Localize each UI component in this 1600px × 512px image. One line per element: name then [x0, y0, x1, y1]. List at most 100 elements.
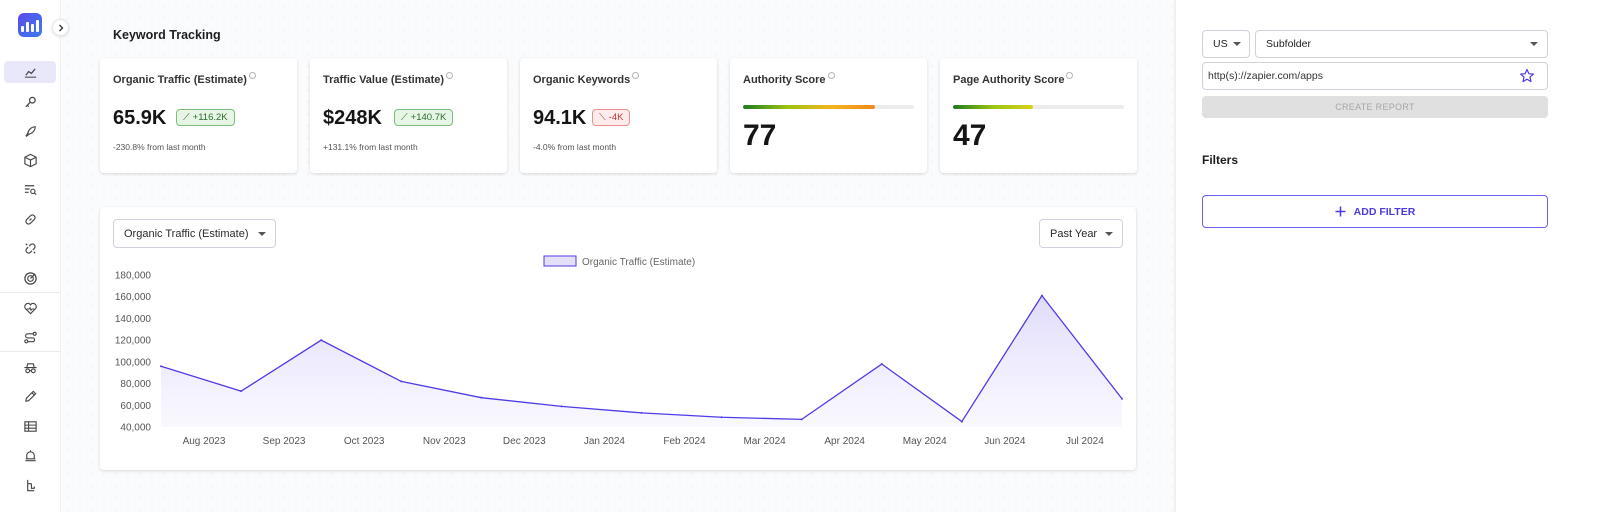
score-bar-fill [743, 105, 875, 109]
x-tick-label: Sep 2023 [263, 436, 306, 447]
card-title: Organic Keywords [533, 72, 640, 86]
scope-select[interactable]: Subfolder [1255, 30, 1548, 58]
table-icon [23, 420, 37, 432]
data-point [160, 365, 162, 368]
data-point [320, 339, 323, 342]
country-select[interactable]: US [1202, 30, 1250, 58]
page-title: Keyword Tracking [113, 28, 221, 42]
trend-badge: ⟍ -4K [592, 109, 631, 126]
y-tick-label: 180,000 [115, 271, 152, 282]
target-icon [23, 271, 37, 285]
add-filter-button[interactable]: ADD FILTER [1202, 195, 1548, 228]
x-tick-label: Feb 2024 [663, 436, 706, 447]
info-icon[interactable] [248, 72, 256, 79]
data-point [480, 396, 483, 399]
info-icon[interactable] [632, 72, 640, 79]
x-tick-label: May 2024 [903, 436, 947, 447]
score-value: 47 [953, 119, 987, 152]
sidebar-item-link[interactable] [4, 208, 56, 230]
metric-card-page-authority-score: Page Authority Score 47 [940, 58, 1137, 173]
period-select-value: Past Year [1050, 227, 1098, 240]
sidebar-item-bell[interactable] [4, 444, 56, 466]
card-title: Organic Traffic (Estimate) [113, 72, 256, 86]
line-chart-icon [24, 67, 36, 78]
card-subtext: +131.1% from last month [323, 142, 418, 152]
plus-icon [1335, 206, 1346, 217]
data-point [400, 380, 403, 383]
caret-down-icon [1530, 42, 1538, 46]
score-bar [743, 105, 914, 109]
sidebar-item-heart-pulse[interactable] [4, 297, 56, 319]
info-icon[interactable] [1066, 72, 1074, 79]
sidebar-divider [0, 292, 60, 293]
sidebar [0, 0, 61, 512]
data-point [800, 418, 803, 421]
period-select[interactable]: Past Year [1039, 219, 1123, 248]
x-tick-label: Apr 2024 [824, 436, 865, 447]
card-subtext: -230.8% from last month [113, 142, 206, 152]
heart-pulse-icon [23, 302, 37, 314]
app-logo[interactable] [18, 13, 42, 37]
card-subtext: -4.0% from last month [533, 142, 617, 152]
metric-card-authority-score: Authority Score 77 [730, 58, 927, 173]
sidebar-divider [0, 351, 60, 352]
sidebar-item-list-search[interactable] [4, 178, 56, 200]
sidebar-item-target[interactable] [4, 267, 56, 289]
star-icon[interactable] [1519, 68, 1535, 84]
caret-down-icon [1233, 42, 1241, 46]
key-icon [24, 96, 36, 107]
sidebar-item-cube[interactable] [4, 149, 56, 171]
flask-icon [26, 479, 35, 491]
data-point [1040, 294, 1043, 297]
sidebar-item-pen[interactable] [4, 385, 56, 407]
trend-badge: ⟋ +140.7K [394, 109, 454, 126]
x-tick-label: Mar 2024 [743, 436, 786, 447]
create-report-button[interactable]: CREATE REPORT [1202, 96, 1548, 118]
cube-icon [23, 153, 37, 167]
legend-label: Organic Traffic (Estimate) [582, 257, 695, 268]
sidebar-item-table[interactable] [4, 415, 56, 437]
y-tick-label: 60,000 [120, 401, 151, 412]
x-tick-label: Oct 2023 [344, 436, 385, 447]
sidebar-item-key[interactable] [4, 91, 56, 113]
sidebar-item-spy[interactable] [4, 356, 56, 378]
score-bar [953, 105, 1124, 109]
card-title: Page Authority Score [953, 72, 1074, 86]
y-tick-label: 100,000 [115, 357, 152, 368]
data-point [640, 411, 643, 414]
link-icon [24, 213, 36, 225]
card-value: 65.9K [113, 107, 167, 129]
data-point [1121, 397, 1123, 400]
info-icon[interactable] [446, 72, 454, 79]
trend-down-icon: ⟍ [599, 112, 606, 123]
country-select-value: US [1213, 38, 1228, 50]
caret-down-icon [1105, 232, 1113, 236]
score-value: 77 [743, 119, 777, 152]
x-tick-label: Jun 2024 [984, 436, 1026, 447]
card-title: Traffic Value (Estimate) [323, 72, 454, 86]
add-filter-label: ADD FILTER [1353, 205, 1416, 218]
info-icon[interactable] [827, 72, 835, 79]
score-bar-fill [953, 105, 1034, 109]
y-tick-label: 40,000 [120, 423, 151, 434]
sidebar-item-line-chart[interactable] [4, 61, 56, 83]
scope-select-value: Subfolder [1266, 38, 1311, 50]
sidebar-item-flask[interactable] [4, 474, 56, 496]
x-tick-label: Jan 2024 [584, 436, 626, 447]
spy-icon [23, 362, 37, 373]
sidebar-item-broken-link[interactable] [4, 237, 56, 259]
metric-card-traffic-value: Traffic Value (Estimate) $248K ⟋ +140.7K … [310, 58, 507, 173]
bell-icon [24, 449, 36, 461]
sidebar-item-rocket[interactable] [4, 120, 56, 142]
url-input[interactable]: http(s)://zapier.com/apps [1202, 62, 1548, 90]
y-tick-label: 160,000 [115, 292, 152, 303]
metric-select[interactable]: Organic Traffic (Estimate) [113, 219, 276, 248]
trend-badge: ⟋ +116.2K [176, 109, 235, 126]
data-point [960, 420, 963, 423]
sidebar-collapse-button[interactable] [52, 19, 69, 36]
metric-card-organic-traffic: Organic Traffic (Estimate) 65.9K ⟋ +116.2… [100, 58, 297, 173]
metric-card-organic-keywords: Organic Keywords 94.1K ⟍ -4K -4.0% from l… [520, 58, 717, 173]
sidebar-item-route[interactable] [4, 326, 56, 348]
x-tick-label: Dec 2023 [503, 436, 546, 447]
